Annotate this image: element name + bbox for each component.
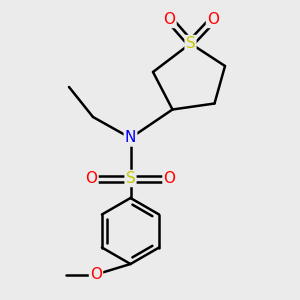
Text: O: O <box>164 12 175 27</box>
Text: O: O <box>90 267 102 282</box>
Text: O: O <box>85 171 98 186</box>
Text: O: O <box>207 12 219 27</box>
Text: S: S <box>186 36 195 51</box>
Text: N: N <box>125 130 136 146</box>
Text: O: O <box>164 171 175 186</box>
Text: S: S <box>126 171 135 186</box>
